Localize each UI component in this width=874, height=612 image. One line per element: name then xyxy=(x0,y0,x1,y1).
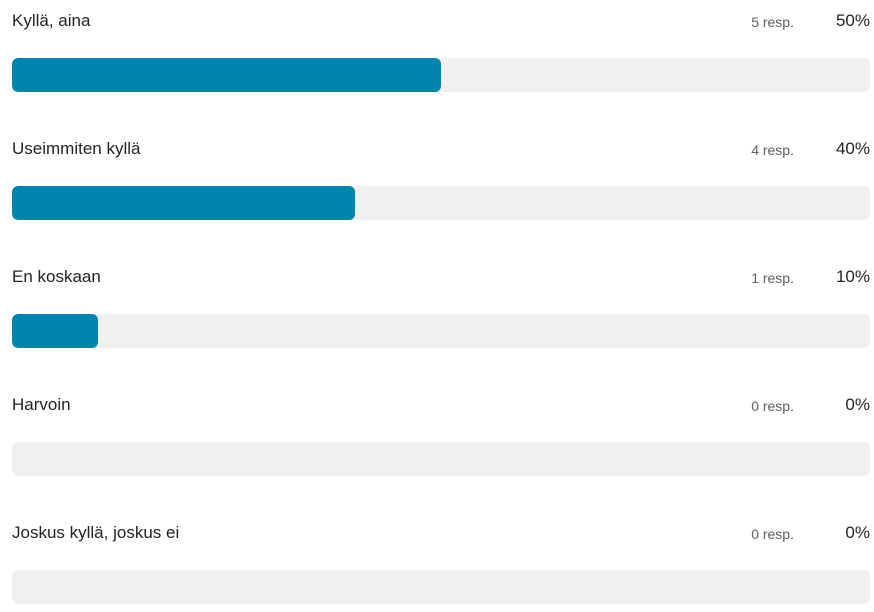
option-label: Kyllä, aina xyxy=(12,11,91,30)
response-count: 4 resp. xyxy=(751,142,794,158)
option-label: En koskaan xyxy=(12,267,101,286)
result-bar-track xyxy=(12,314,870,348)
option-label: Joskus kyllä, joskus ei xyxy=(12,523,180,542)
percentage: 0% xyxy=(845,395,870,414)
response-count: 5 resp. xyxy=(751,14,794,30)
poll-option: Harvoin 0 resp. 0% xyxy=(12,384,870,484)
percentage: 10% xyxy=(835,267,870,286)
poll-results: Kyllä, aina 5 resp. 50% Useimmiten kyllä… xyxy=(12,0,870,604)
result-bar-track xyxy=(12,186,870,220)
poll-option: Useimmiten kyllä 4 resp. 40% xyxy=(12,128,870,228)
poll-option: En koskaan 1 resp. 10% xyxy=(12,256,870,356)
result-bar-track xyxy=(12,442,870,476)
percentage: 0% xyxy=(845,523,870,542)
result-bar-fill xyxy=(12,314,98,348)
percentage: 40% xyxy=(835,139,870,158)
option-label: Harvoin xyxy=(12,395,71,414)
result-bar-track xyxy=(12,58,870,92)
percentage: 50% xyxy=(835,11,870,30)
poll-option: Joskus kyllä, joskus ei 0 resp. 0% xyxy=(12,512,870,612)
response-count: 0 resp. xyxy=(751,526,794,542)
response-count: 0 resp. xyxy=(751,398,794,414)
response-count: 1 resp. xyxy=(751,270,794,286)
option-label: Useimmiten kyllä xyxy=(12,139,141,158)
result-bar-fill xyxy=(12,186,356,220)
result-bar-track xyxy=(12,570,870,604)
result-bar-fill xyxy=(12,58,441,92)
poll-option: Kyllä, aina 5 resp. 50% xyxy=(12,0,870,100)
